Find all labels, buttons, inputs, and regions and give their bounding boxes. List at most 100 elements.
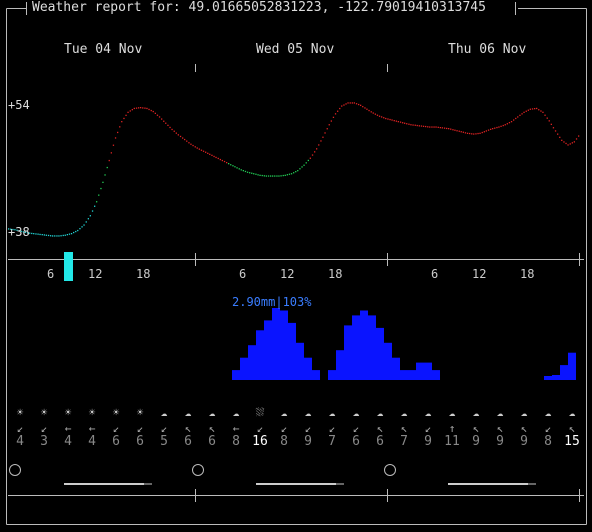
temperature-point bbox=[10, 228, 12, 230]
temperature-point bbox=[171, 128, 173, 131]
precipitation-bar bbox=[296, 342, 304, 380]
temperature-point bbox=[278, 175, 280, 177]
hour-tick: 18 bbox=[328, 267, 343, 281]
temperature-point bbox=[540, 110, 542, 112]
temperature-point bbox=[87, 218, 89, 220]
temperature-point bbox=[186, 140, 188, 142]
weather-icon: ☁ bbox=[496, 406, 504, 419]
temperature-point bbox=[500, 125, 502, 127]
temperature-point bbox=[330, 120, 332, 122]
temperature-point bbox=[557, 133, 559, 135]
temperature-point bbox=[261, 174, 263, 177]
wind-speed: 6 bbox=[184, 434, 192, 449]
temperature-point bbox=[404, 122, 406, 124]
temperature-point bbox=[290, 173, 293, 175]
temperature-point bbox=[479, 132, 481, 134]
temperature-point bbox=[288, 173, 291, 175]
precipitation-max-label: 2.90mm|103% bbox=[232, 295, 312, 309]
temperature-point bbox=[418, 125, 420, 127]
temperature-point bbox=[546, 117, 548, 119]
temperature-point bbox=[244, 170, 247, 173]
temperature-min-label: +38 bbox=[8, 225, 30, 239]
temperature-point bbox=[24, 231, 27, 233]
temperature-point bbox=[282, 174, 284, 177]
temperature-point bbox=[364, 107, 366, 109]
precipitation-bar bbox=[392, 357, 400, 380]
hour-tick: 18 bbox=[520, 267, 535, 281]
temperature-point bbox=[169, 126, 171, 129]
temperature-point bbox=[284, 174, 286, 176]
precipitation-bar bbox=[288, 322, 296, 380]
temperature-point bbox=[349, 102, 351, 104]
temperature-point bbox=[156, 114, 159, 116]
temperature-point bbox=[58, 235, 60, 237]
temperature-point bbox=[391, 119, 393, 121]
temperature-point bbox=[85, 221, 87, 223]
temperature-point bbox=[45, 234, 47, 236]
hour-tick: 18 bbox=[136, 267, 151, 281]
temperature-point bbox=[460, 131, 462, 133]
temperature-point bbox=[318, 144, 320, 146]
temperature-point bbox=[515, 117, 517, 120]
wind-direction-icon: ↖ bbox=[520, 422, 528, 435]
daylight-bar-twilight bbox=[528, 483, 536, 485]
temperature-point bbox=[83, 224, 85, 226]
temperature-point bbox=[320, 140, 322, 142]
weather-icon: ☁ bbox=[520, 406, 528, 419]
temperature-point bbox=[395, 120, 397, 122]
daylight-bar bbox=[448, 483, 528, 485]
temperature-point bbox=[29, 232, 31, 234]
temperature-point bbox=[351, 102, 353, 104]
temperature-point bbox=[165, 122, 167, 124]
weather-icon: ☁ bbox=[352, 406, 360, 419]
hour-tick: 6 bbox=[47, 267, 55, 281]
temperature-point bbox=[188, 142, 190, 144]
temperature-point bbox=[79, 228, 81, 230]
temperature-point bbox=[408, 123, 410, 125]
weather-icon: ☁ bbox=[400, 406, 408, 419]
temperature-point bbox=[414, 124, 416, 126]
temperature-point bbox=[513, 119, 515, 121]
temperature-point bbox=[125, 114, 127, 116]
temperature-point bbox=[161, 118, 163, 120]
precipitation-bar bbox=[264, 320, 272, 380]
temperature-point bbox=[399, 121, 402, 123]
temperature-point bbox=[410, 124, 412, 126]
wind-speed: 3 bbox=[40, 434, 48, 449]
temperature-point bbox=[347, 102, 349, 104]
temperature-point bbox=[138, 107, 140, 109]
temperature-point bbox=[270, 175, 272, 177]
temperature-point bbox=[332, 116, 335, 118]
wind-speed: 8 bbox=[232, 434, 240, 449]
temperature-point bbox=[311, 154, 314, 156]
temperature-point bbox=[368, 109, 370, 112]
temperature-point bbox=[431, 126, 433, 128]
temperature-point bbox=[263, 175, 265, 177]
day-label-wed: Wed 05 Nov bbox=[256, 42, 335, 57]
temperature-point bbox=[374, 113, 376, 115]
temperature-point bbox=[43, 234, 45, 236]
temperature-point bbox=[527, 109, 529, 111]
wind-direction-icon: ↙ bbox=[280, 422, 288, 435]
temperature-point bbox=[370, 111, 372, 113]
wind-speed: 15 bbox=[564, 434, 580, 449]
temperature-point bbox=[200, 149, 203, 151]
wind-direction-icon: ↙ bbox=[40, 422, 48, 435]
daylight-bar-twilight bbox=[336, 483, 344, 485]
temperature-point bbox=[265, 175, 267, 177]
report-title: Weather report for: 49.01665052831223, -… bbox=[32, 0, 486, 15]
precipitation-bar bbox=[304, 357, 312, 380]
temperature-point bbox=[506, 123, 508, 125]
temperature-point bbox=[492, 128, 494, 130]
precipitation-bar bbox=[344, 325, 352, 380]
precipitation-bar bbox=[408, 370, 416, 380]
temperature-point bbox=[362, 106, 364, 108]
temperature-point bbox=[471, 133, 473, 135]
temperature-point bbox=[221, 159, 223, 162]
wind-speed: 9 bbox=[304, 434, 312, 449]
temperature-point bbox=[565, 142, 567, 145]
precipitation-bar bbox=[336, 350, 344, 380]
temperature-point bbox=[343, 104, 345, 106]
temperature-point bbox=[531, 108, 534, 110]
temperature-line bbox=[8, 102, 580, 237]
